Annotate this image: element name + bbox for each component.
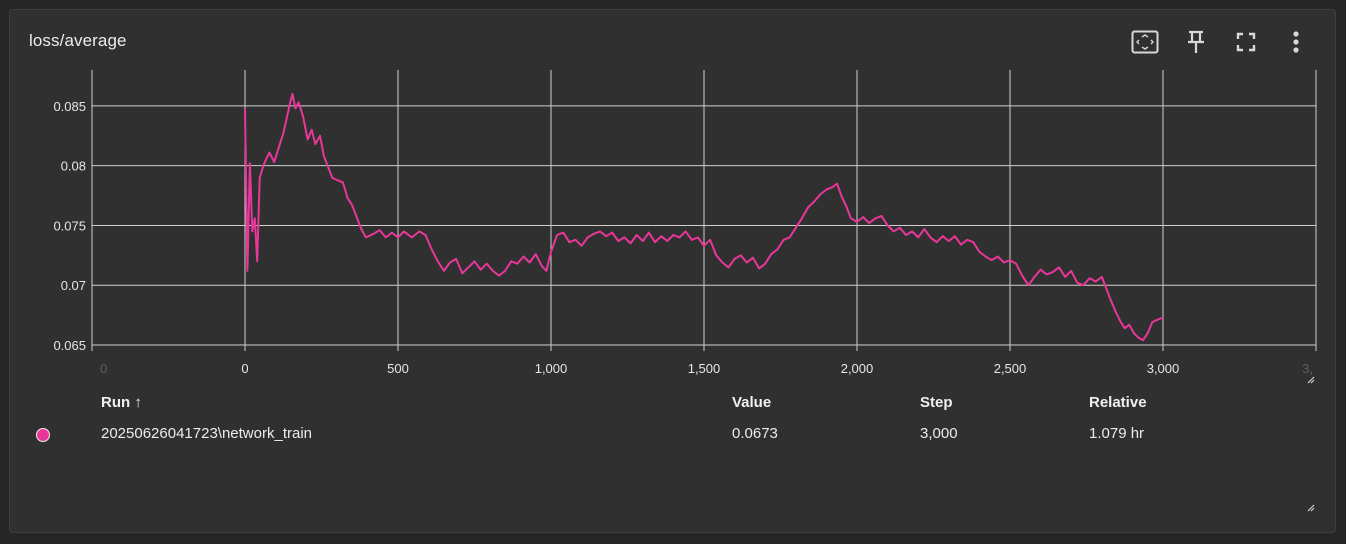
run-relative: 1.079 hr	[1089, 425, 1145, 442]
run-name: 20250626041723\network_train	[101, 425, 313, 442]
x-tick-label: 1,500	[688, 361, 721, 376]
x-edge-label: 3,	[1302, 361, 1313, 376]
fullscreen-icon	[1236, 32, 1256, 52]
card-title: loss/average	[29, 31, 127, 50]
grid-lines	[91, 70, 1317, 351]
fullscreen-button[interactable]	[1221, 26, 1271, 58]
y-tick-label: 0.065	[53, 338, 86, 353]
column-header-step[interactable]: Step	[920, 394, 953, 411]
y-tick-label: 0.075	[53, 218, 86, 233]
line-chart[interactable]: 0.065 0.07 0.075 0.08 0.085 0 500 1,000 1,500 2,…	[10, 10, 1337, 390]
scalar-card: loss/average	[9, 9, 1336, 533]
series-layer	[244, 92, 1164, 342]
fit-domain-button[interactable]	[1119, 26, 1171, 58]
chart-resize-handle[interactable]	[1307, 376, 1315, 384]
more-vert-icon	[1292, 30, 1300, 54]
x-tick-label: 1,000	[535, 361, 568, 376]
x-edge-label: 0	[100, 361, 107, 376]
x-tick-label: 0	[241, 361, 248, 376]
series-line	[244, 92, 1164, 342]
column-header-value[interactable]: Value	[732, 394, 772, 411]
card-toolbar	[1119, 26, 1321, 58]
x-tick-labels: 0 500 1,000 1,500 2,000 2,500 3,000 0 3,	[100, 361, 1313, 376]
fit-domain-icon	[1131, 30, 1159, 54]
x-tick-label: 2,500	[994, 361, 1027, 376]
table-resize-handle[interactable]	[1307, 504, 1315, 512]
run-color-swatch	[36, 428, 50, 442]
run-step: 3,000	[920, 425, 958, 442]
more-options-button[interactable]	[1271, 26, 1321, 58]
pin-button[interactable]	[1171, 26, 1221, 58]
y-tick-label: 0.07	[61, 278, 86, 293]
column-header-run[interactable]: Run ↑	[101, 394, 142, 411]
pin-icon	[1185, 29, 1207, 55]
x-tick-label: 3,000	[1147, 361, 1180, 376]
y-tick-labels: 0.065 0.07 0.075 0.08 0.085	[53, 99, 86, 353]
x-tick-label: 500	[387, 361, 409, 376]
y-tick-label: 0.08	[61, 159, 86, 174]
y-tick-label: 0.085	[53, 99, 86, 114]
x-tick-label: 2,000	[841, 361, 874, 376]
column-header-relative[interactable]: Relative	[1089, 394, 1147, 411]
run-value: 0.0673	[732, 425, 778, 442]
